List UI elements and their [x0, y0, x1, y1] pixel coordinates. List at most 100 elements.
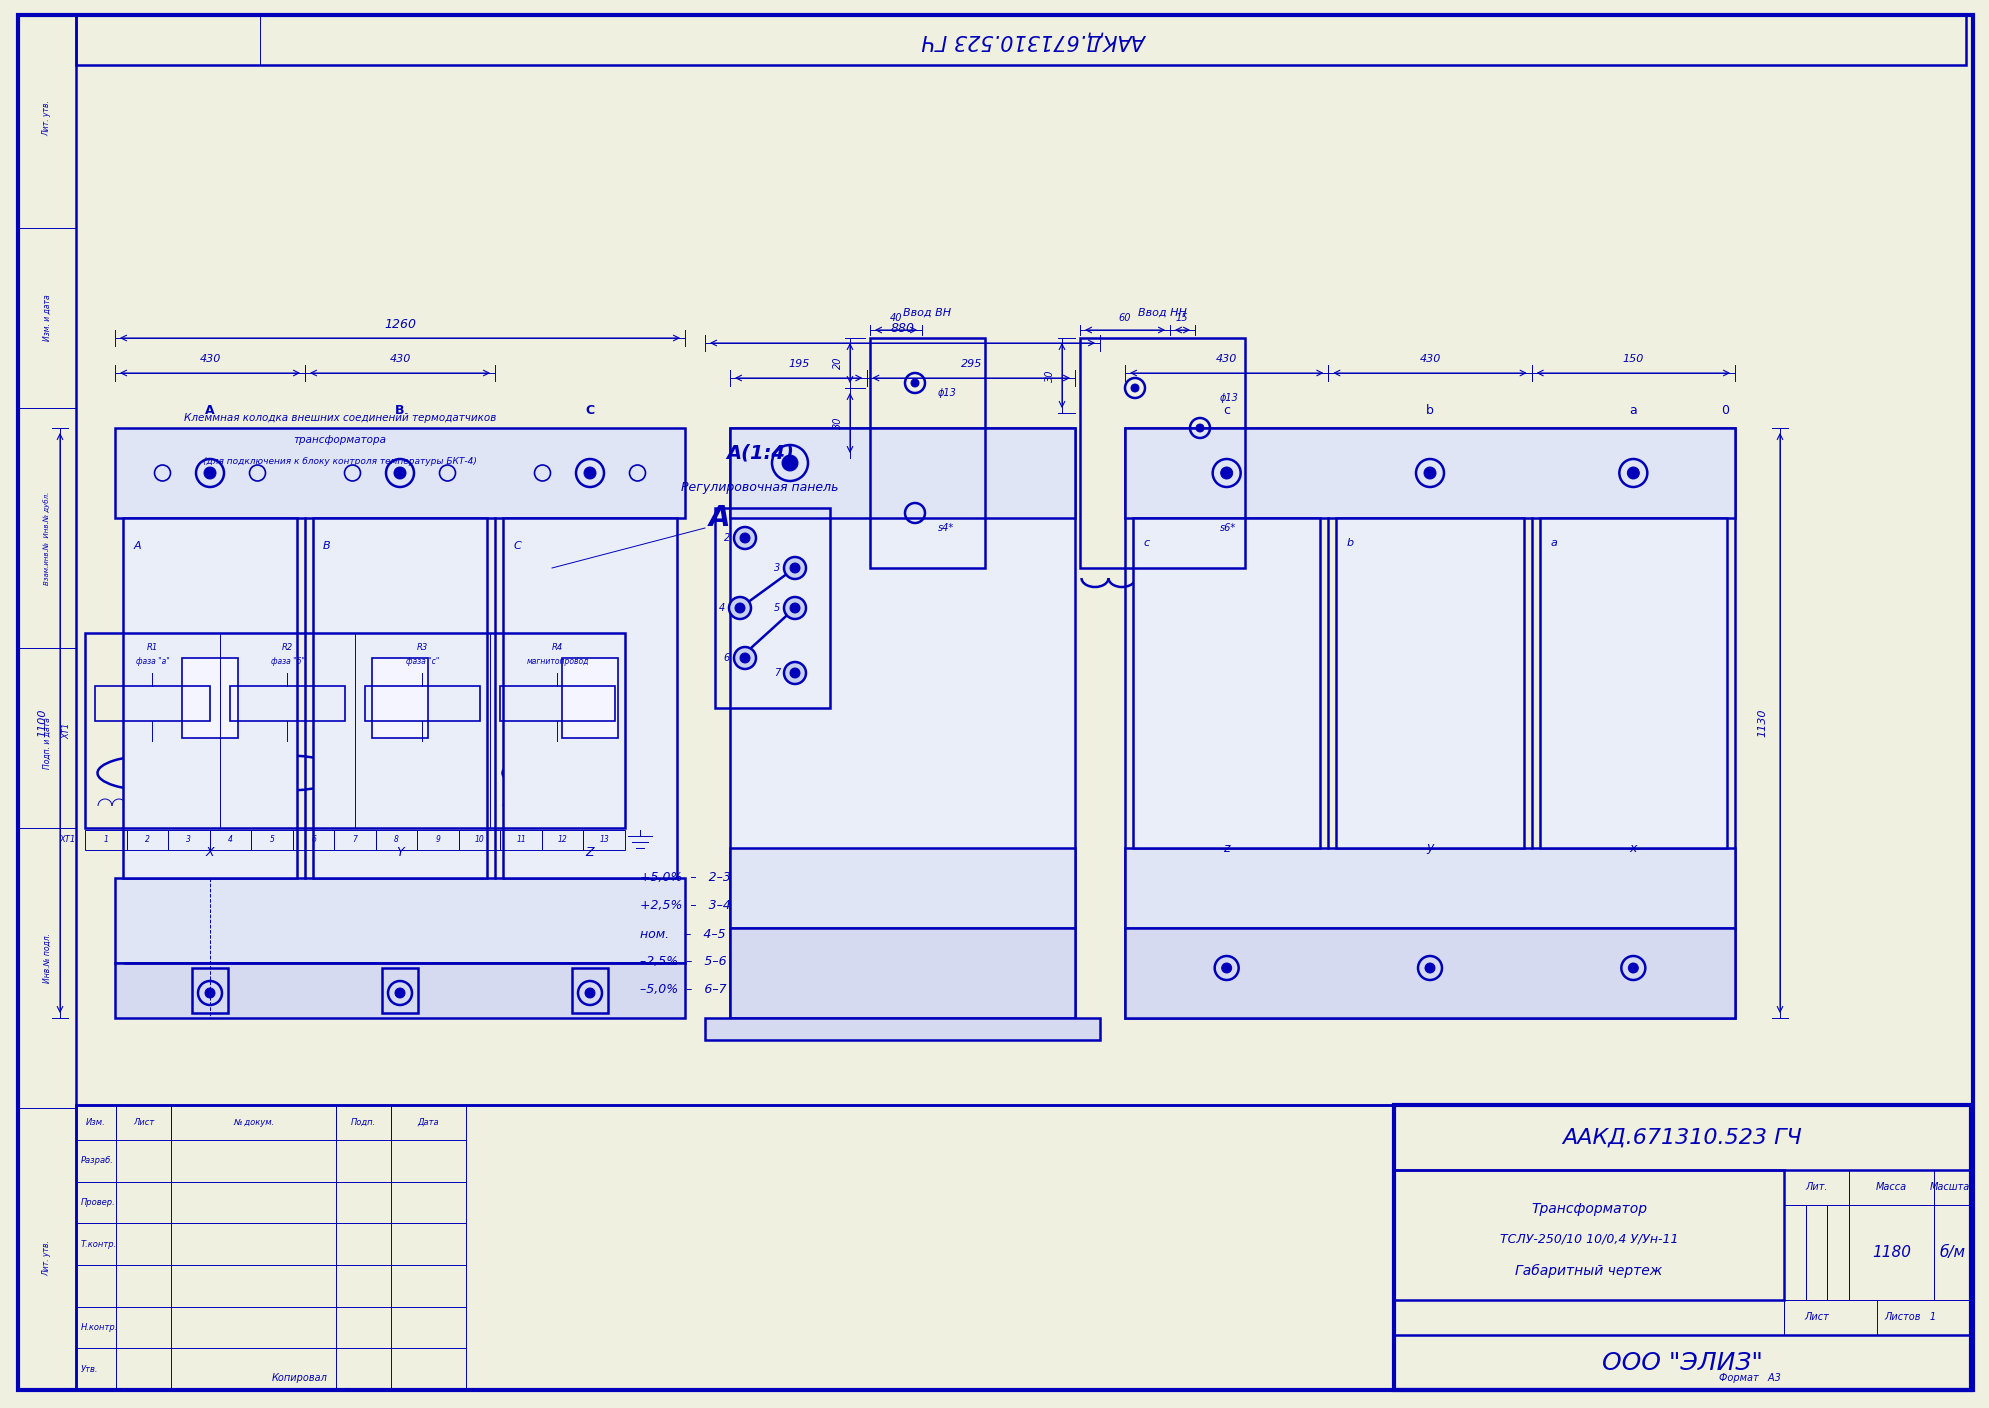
Bar [573, 969, 609, 1012]
Bar [376, 829, 418, 850]
Text: Инв.№ подл.: Инв.№ подл. [42, 934, 52, 983]
Text: 13: 13 [599, 835, 609, 845]
Bar [251, 829, 292, 850]
Text: Дата: Дата [418, 1118, 440, 1126]
Circle shape [790, 667, 800, 679]
Text: Листов   1: Листов 1 [1884, 1312, 1935, 1322]
Bar [1337, 518, 1524, 848]
Text: –2,5%  –   5–6: –2,5% – 5–6 [640, 956, 726, 969]
Bar [730, 848, 1074, 928]
Text: 1130: 1130 [1756, 708, 1766, 738]
Text: a: a [1549, 538, 1557, 548]
Circle shape [396, 988, 406, 998]
Bar [95, 686, 211, 721]
Text: Ввод ВН: Ввод ВН [903, 308, 951, 318]
Text: Регулировочная панель: Регулировочная панель [682, 482, 839, 494]
Text: c: c [1144, 538, 1150, 548]
Text: c: c [1223, 404, 1229, 417]
Bar [312, 518, 487, 879]
Text: a: a [1629, 404, 1637, 417]
Text: 5: 5 [269, 835, 274, 845]
Bar [183, 658, 239, 738]
Circle shape [1221, 467, 1233, 479]
Text: 12: 12 [557, 835, 567, 845]
Text: 1: 1 [103, 835, 107, 845]
Bar [1394, 1300, 1784, 1335]
Text: 8: 8 [394, 835, 400, 845]
Text: Изм. и дата: Изм. и дата [42, 294, 52, 341]
Text: 1180: 1180 [1872, 1245, 1911, 1260]
Text: XT1: XT1 [60, 835, 76, 845]
Bar [1850, 1170, 1933, 1205]
Text: 430: 430 [199, 353, 221, 365]
Bar [18, 15, 76, 1390]
Text: 6: 6 [310, 835, 316, 845]
Bar [372, 658, 428, 738]
Text: Подп. и дата: Подп. и дата [42, 717, 52, 769]
Circle shape [1627, 467, 1639, 479]
Text: 1260: 1260 [384, 317, 416, 331]
Text: Габаритный чертеж: Габаритный чертеж [1516, 1264, 1663, 1278]
Bar [563, 658, 619, 738]
Text: C: C [585, 404, 595, 417]
Text: 880: 880 [891, 322, 915, 335]
Bar [1126, 428, 1734, 518]
Text: z: z [1223, 842, 1229, 855]
Text: Лит. утв.: Лит. утв. [42, 100, 52, 137]
Bar [1828, 1205, 1850, 1300]
Circle shape [911, 379, 919, 387]
Circle shape [734, 527, 756, 549]
Bar [1394, 1335, 1971, 1390]
Bar [583, 829, 625, 850]
Text: Взам.инв.№  Инв.№ дубл.: Взам.инв.№ Инв.№ дубл. [44, 491, 50, 584]
Text: ϕ13: ϕ13 [1219, 393, 1239, 403]
Bar [1539, 518, 1726, 848]
Bar [541, 829, 583, 850]
Circle shape [1195, 424, 1203, 432]
Circle shape [740, 653, 750, 663]
Bar [714, 508, 829, 708]
Text: 150: 150 [1623, 353, 1645, 365]
Text: 430: 430 [390, 353, 410, 365]
Text: Масса: Масса [1876, 1183, 1907, 1193]
Text: –5,0%  –   6–7: –5,0% – 6–7 [640, 984, 726, 997]
Bar [1806, 1205, 1828, 1300]
Text: B: B [396, 404, 404, 417]
Text: Изм.: Изм. [86, 1118, 105, 1126]
Text: +5,0%  –   2–3: +5,0% – 2–3 [640, 872, 730, 884]
Text: Ввод НН: Ввод НН [1138, 308, 1187, 318]
Text: 2: 2 [724, 534, 730, 543]
Bar [127, 829, 169, 850]
Text: x: x [1629, 842, 1637, 855]
Text: Y: Y [396, 846, 404, 859]
Circle shape [790, 563, 800, 573]
Text: 20: 20 [833, 356, 843, 369]
Text: A: A [133, 541, 141, 551]
Text: Разраб.: Разраб. [82, 1156, 113, 1166]
Bar [1850, 1205, 1933, 1300]
Text: R2: R2 [282, 643, 292, 652]
Bar [1784, 1205, 1806, 1300]
Text: Формат   А3: Формат А3 [1718, 1373, 1780, 1383]
Text: 3: 3 [774, 563, 780, 573]
Bar [336, 1105, 392, 1140]
Text: фаза "с": фаза "с" [406, 656, 440, 666]
Bar [1126, 928, 1734, 1018]
Text: 3: 3 [187, 835, 191, 845]
Text: 9: 9 [436, 835, 440, 845]
Text: 7: 7 [774, 667, 780, 679]
Text: 10: 10 [475, 835, 485, 845]
Circle shape [782, 455, 798, 472]
Text: Z: Z [585, 846, 595, 859]
Text: № докум.: № докум. [233, 1118, 274, 1126]
Bar [418, 829, 459, 850]
Bar [292, 829, 334, 850]
Bar [1080, 338, 1245, 567]
Text: Копировал: Копировал [272, 1373, 328, 1383]
Text: 30: 30 [833, 417, 843, 429]
Text: ООО "ЭЛИЗ": ООО "ЭЛИЗ" [1601, 1350, 1762, 1374]
Bar [501, 829, 541, 850]
Bar [503, 518, 676, 879]
Bar [171, 1105, 336, 1140]
Text: 11: 11 [517, 835, 525, 845]
